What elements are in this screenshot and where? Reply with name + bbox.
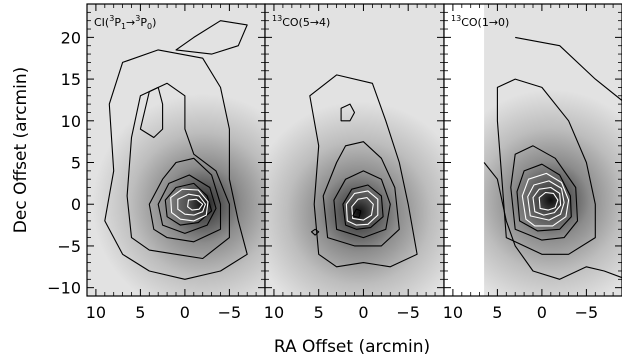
contour-line bbox=[170, 188, 209, 222]
contour-line bbox=[139, 86, 164, 139]
x-tick-label: 5 bbox=[492, 303, 502, 322]
contour-line bbox=[164, 182, 213, 226]
contour-line bbox=[342, 184, 384, 230]
contour-line bbox=[148, 157, 222, 243]
panel-2 bbox=[265, 4, 444, 296]
contour-line bbox=[333, 170, 391, 239]
contour-line bbox=[126, 82, 230, 260]
contour-line bbox=[177, 193, 206, 216]
y-tick-label: 20 bbox=[61, 28, 81, 47]
y-tick-label: 15 bbox=[61, 70, 81, 89]
panel-label: 13CO(5→4) bbox=[272, 14, 330, 29]
contour-line bbox=[515, 36, 622, 102]
contour-line bbox=[496, 78, 596, 255]
contour-line bbox=[310, 228, 320, 236]
x-tick-label: −5 bbox=[396, 303, 420, 322]
contour-line bbox=[157, 174, 217, 234]
contour-line bbox=[187, 198, 204, 211]
panel-label: 13CO(1→0) bbox=[451, 14, 509, 29]
panel-1 bbox=[87, 4, 265, 296]
contour-line bbox=[322, 141, 400, 247]
contour-line bbox=[345, 190, 379, 226]
intensity-map bbox=[87, 4, 265, 296]
x-tick-label: −5 bbox=[218, 303, 242, 322]
contour-line bbox=[104, 49, 248, 280]
x-axis-title: RA Offset (arcmin) bbox=[274, 337, 430, 357]
panel-label: CI(3P1→3P0) bbox=[94, 14, 156, 31]
contour-line bbox=[309, 74, 418, 268]
unmapped-region bbox=[444, 4, 485, 296]
x-tick-label: 10 bbox=[443, 303, 463, 322]
y-tick-label: 10 bbox=[61, 112, 81, 131]
x-tick-label: 10 bbox=[86, 303, 106, 322]
contour-line bbox=[175, 20, 248, 55]
contour-line bbox=[532, 186, 562, 216]
contour-line bbox=[521, 172, 570, 227]
x-tick-label: 0 bbox=[537, 303, 547, 322]
y-tick-label: 5 bbox=[71, 154, 81, 173]
contour-line bbox=[510, 145, 579, 241]
y-tick-label: −10 bbox=[47, 279, 81, 298]
y-tick-label: 0 bbox=[71, 195, 81, 214]
contour-line bbox=[527, 180, 565, 221]
contour-line bbox=[352, 208, 362, 219]
x-tick-label: 0 bbox=[180, 303, 190, 322]
contour-line bbox=[351, 197, 374, 221]
x-tick-label: 0 bbox=[358, 303, 368, 322]
contour-line bbox=[340, 103, 356, 122]
y-axis-title: Dec Offset (arcmin) bbox=[11, 67, 31, 233]
axes: 10 5 0 −5 10 5 0 −5 10 5 0 −5 20 15 10 5 0 −5 −10 bbox=[47, 4, 622, 322]
panel-3 bbox=[444, 4, 622, 296]
x-tick-label: 5 bbox=[314, 303, 324, 322]
intensity-map bbox=[265, 4, 444, 296]
x-tick-label: 5 bbox=[135, 303, 145, 322]
x-tick-label: 10 bbox=[264, 303, 284, 322]
contour-line bbox=[538, 191, 559, 211]
y-tick-label: −5 bbox=[57, 237, 81, 256]
contour-line bbox=[483, 162, 622, 280]
contour-line bbox=[516, 163, 572, 232]
map-panels: CI(3P1→3P0) 13CO(5→4) 13CO(1→0) bbox=[86, 3, 622, 297]
x-tick-label: −5 bbox=[575, 303, 599, 322]
